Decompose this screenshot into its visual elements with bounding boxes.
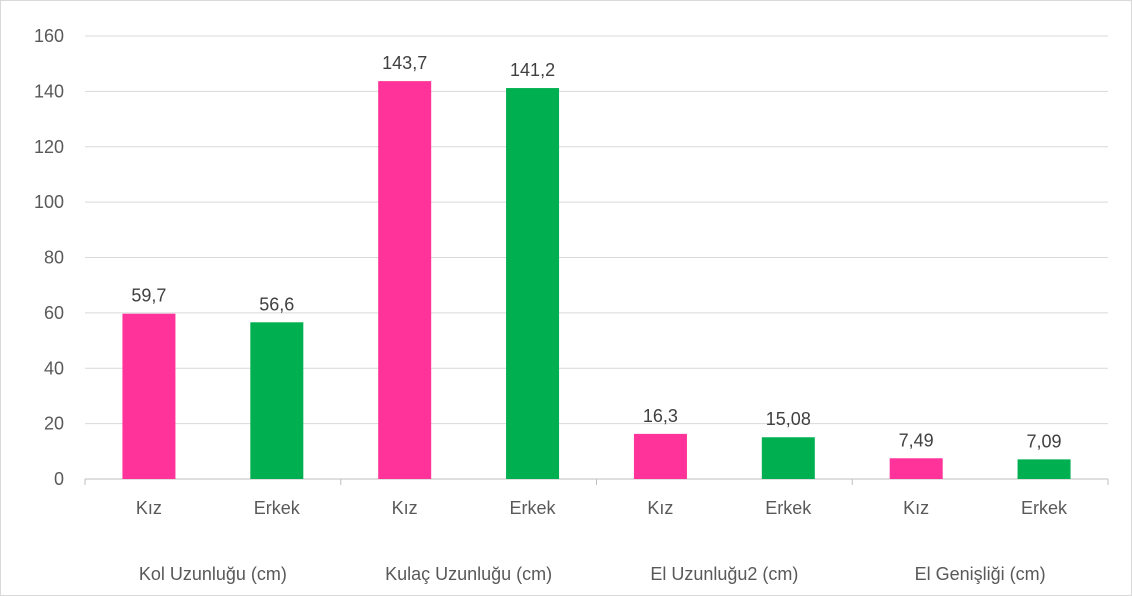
y-tick-label: 0 [54, 469, 64, 489]
x-tick-label: Kız [903, 498, 929, 518]
y-tick-label: 40 [44, 358, 64, 378]
data-label: 143,7 [382, 53, 427, 73]
group-label: Kulaç Uzunluğu (cm) [385, 564, 552, 584]
data-label: 15,08 [766, 409, 811, 429]
data-label: 141,2 [510, 60, 555, 80]
bar [378, 81, 432, 480]
bars [122, 81, 1071, 480]
group-label: Kol Uzunluğu (cm) [139, 564, 287, 584]
group-label: El Genişliği (cm) [915, 564, 1046, 584]
x-tick-label: Kız [647, 498, 673, 518]
y-tick-label: 140 [34, 81, 64, 101]
x-tick-label: Erkek [1021, 498, 1068, 518]
bar [1017, 459, 1071, 479]
y-tick-label: 60 [44, 303, 64, 323]
x-tick-label: Erkek [254, 498, 301, 518]
data-label: 59,7 [131, 286, 166, 306]
data-label: 7,49 [899, 430, 934, 450]
bar [250, 322, 304, 479]
bar [122, 313, 176, 479]
y-tick-label: 100 [34, 192, 64, 212]
group-label: El Uzunluğu2 (cm) [650, 564, 798, 584]
bar [506, 88, 560, 480]
y-tick-label: 20 [44, 414, 64, 434]
bar [889, 458, 943, 479]
data-label: 7,09 [1027, 431, 1062, 451]
data-label: 16,3 [643, 406, 678, 426]
x-tick-label: Erkek [510, 498, 557, 518]
y-tick-label: 160 [34, 26, 64, 46]
y-tick-label: 80 [44, 248, 64, 268]
y-tick-label: 120 [34, 137, 64, 157]
x-tick-label: Kız [136, 498, 162, 518]
data-label: 56,6 [259, 294, 294, 314]
labels: 0 20 40 60 80 100 120 140 160 59,7 Kız 56,6 Erkek 143… [34, 26, 1068, 584]
bar [761, 437, 815, 479]
x-tick-label: Kız [392, 498, 418, 518]
bar [633, 433, 687, 479]
x-tick-label: Erkek [765, 498, 812, 518]
